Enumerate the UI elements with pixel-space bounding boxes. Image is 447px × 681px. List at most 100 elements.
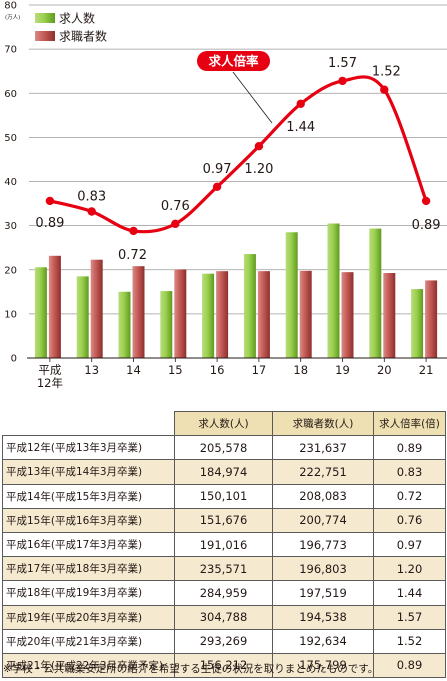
cell-ratio: 0.89 — [373, 652, 446, 679]
ratio-data-label: 0.83 — [77, 190, 106, 205]
cell-jobs: 191,016 — [174, 531, 273, 558]
cell-ratio: 0.76 — [373, 507, 446, 533]
header-seekers: 求職者数(人) — [272, 410, 374, 437]
row-label: 平成15年(平成16年3月卒業) — [2, 507, 175, 533]
row-label: 平成19年(平成20年3月卒業) — [2, 604, 175, 630]
ratio-point — [171, 219, 180, 229]
ratio-point — [45, 196, 55, 206]
legend-swatch-jobs — [35, 13, 55, 23]
legend-label-seekers: 求職者数 — [59, 29, 107, 44]
table-row: 平成14年(平成15年3月卒業) 150,101 208,083 0.72 — [2, 483, 446, 509]
cell-seekers: 196,773 — [272, 531, 374, 558]
cell-jobs: 293,269 — [174, 628, 273, 654]
cell-ratio: 1.57 — [373, 604, 446, 630]
bar-jobs — [118, 291, 131, 358]
cell-seekers: 200,774 — [272, 507, 374, 533]
row-label: 平成17年(平成18年3月卒業) — [2, 556, 175, 582]
bar-jobs — [202, 273, 215, 358]
y-tick-label: 20 — [4, 265, 17, 276]
x-tick-label: 18 — [293, 363, 308, 377]
bar-seekers — [132, 266, 145, 358]
row-label: 平成16年(平成17年3月卒業) — [2, 531, 175, 558]
cell-seekers: 192,634 — [272, 628, 374, 654]
ratio-series: 0.89 0.83 0.72 0.76 0.97 1.20 1.44 1.57 1.52 0.89 — [35, 56, 440, 263]
x-tick-label: 21 — [419, 363, 434, 377]
job-openings-chart: 0 10 20 30 40 50 60 70 80 (万人) 平成12年 13 14 15 16 17 18 1… — [4, 1, 447, 390]
ratio-point — [212, 182, 222, 191]
cell-ratio: 1.44 — [373, 580, 446, 606]
ratio-point — [296, 99, 305, 109]
x-tick-label: 13 — [84, 363, 99, 377]
bar-jobs — [369, 228, 382, 358]
table-row: 平成19年(平成20年3月卒業) 304,788 194,538 1.57 — [2, 604, 446, 630]
ratio-point — [129, 226, 138, 236]
ratio-data-label: 0.97 — [203, 162, 232, 177]
table-row: 平成20年(平成21年3月卒業) 293,269 192,634 1.52 — [2, 628, 446, 654]
bar-seekers — [257, 271, 270, 358]
x-tick-label: 20 — [377, 363, 392, 377]
cell-jobs: 156,212 — [174, 652, 273, 679]
cell-ratio: 0.72 — [373, 483, 446, 509]
ratio-point — [254, 142, 264, 151]
bar-seekers — [216, 271, 229, 358]
ratio-callout: 求人倍率 — [197, 51, 273, 124]
cell-jobs: 235,571 — [174, 556, 273, 582]
bar-jobs — [285, 232, 298, 358]
y-tick-label: 30 — [4, 221, 17, 232]
bar-seekers — [90, 259, 103, 358]
cell-ratio: 1.52 — [373, 628, 446, 654]
bar-seekers — [299, 270, 312, 358]
data-table: 求人数(人) 求職者数(人) 求人倍率(倍) 平成12年(平成13年3月卒業) 2… — [2, 410, 446, 679]
cell-seekers: 197,519 — [272, 580, 374, 606]
ratio-data-label: 1.52 — [372, 65, 401, 80]
x-tick-label: 平成 — [38, 363, 61, 377]
x-tick-label: 17 — [252, 363, 267, 377]
row-label: 平成18年(平成19年3月卒業) — [2, 580, 175, 606]
cell-seekers: 231,637 — [272, 435, 374, 461]
x-axis: 平成12年 13 14 15 16 17 18 19 20 21 — [27, 357, 447, 390]
legend-swatch-seekers — [35, 31, 55, 41]
table-row: 平成17年(平成18年3月卒業) 235,571 196,803 1.20 — [2, 556, 446, 582]
cell-seekers: 194,538 — [272, 604, 374, 630]
ratio-data-label: 0.89 — [35, 216, 64, 231]
footnote: ※学校・公共職業安定所の紹介を希望する生徒の状況を取りまとめたものです。 — [3, 663, 379, 675]
ratio-point — [87, 207, 96, 216]
cell-jobs: 205,578 — [174, 435, 273, 461]
bar-seekers — [48, 255, 61, 358]
ratio-line — [49, 75, 428, 234]
bar-seekers — [341, 272, 354, 358]
cell-ratio: 0.97 — [373, 531, 446, 558]
ratio-point — [338, 76, 347, 86]
cell-seekers: 208,083 — [272, 483, 374, 509]
ratio-data-label: 1.20 — [244, 162, 273, 177]
table-header-row: 求人数(人) 求職者数(人) 求人倍率(倍) — [2, 410, 446, 437]
y-tick-label: 60 — [4, 89, 17, 100]
bars — [34, 223, 438, 358]
cell-jobs: 150,101 — [174, 483, 273, 509]
row-label: 平成21年(平成22年3月卒業予定) — [2, 652, 175, 679]
callout-leader — [232, 71, 273, 124]
table-row: 平成18年(平成19年3月卒業) 284,959 197,519 1.44 — [2, 580, 446, 606]
ratio-point — [380, 85, 389, 94]
ratio-data-label: 1.44 — [286, 120, 315, 135]
x-tick-label: 15 — [168, 363, 183, 377]
legend-label-jobs: 求人数 — [59, 11, 95, 26]
cell-jobs: 184,974 — [174, 459, 273, 485]
ratio-data-label: 0.89 — [412, 218, 441, 233]
table-row: 平成21年(平成22年3月卒業予定) 156,212 175,799 0.89 — [2, 652, 446, 679]
y-tick-label: 80 — [4, 1, 17, 12]
bar-jobs — [34, 267, 47, 358]
table-row: 平成13年(平成14年3月卒業) 184,974 222,751 0.83 — [2, 459, 446, 485]
bar-seekers — [425, 280, 438, 358]
x-tick-label: 12年 — [37, 376, 63, 390]
callout-label: 求人倍率 — [208, 54, 259, 69]
row-label: 平成12年(平成13年3月卒業) — [2, 435, 175, 461]
table-row: 平成15年(平成16年3月卒業) 151,676 200,774 0.76 — [2, 507, 446, 533]
y-tick-label: 0 — [11, 354, 17, 365]
table-row: 平成16年(平成17年3月卒業) 191,016 196,773 0.97 — [2, 531, 446, 558]
callout-box — [197, 51, 270, 71]
x-tick-label: 19 — [335, 363, 350, 377]
y-tick-label: 50 — [4, 133, 17, 144]
header-ratio: 求人倍率(倍) — [373, 410, 446, 437]
cell-jobs: 284,959 — [174, 580, 273, 606]
